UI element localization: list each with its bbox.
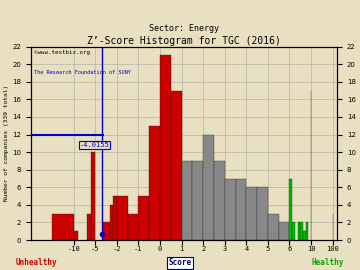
Y-axis label: Number of companies (339 total): Number of companies (339 total) <box>4 85 9 201</box>
Bar <box>160 55 171 240</box>
Text: Score: Score <box>168 258 192 267</box>
Bar <box>192 161 203 240</box>
Text: The Research Foundation of SUNY: The Research Foundation of SUNY <box>34 70 131 75</box>
Bar <box>300 222 303 240</box>
Bar <box>128 214 139 240</box>
Bar <box>235 178 246 240</box>
Bar <box>117 196 128 240</box>
Title: Z’-Score Histogram for TGC (2016): Z’-Score Histogram for TGC (2016) <box>87 36 281 46</box>
Bar <box>74 231 78 240</box>
Bar <box>91 152 95 240</box>
Text: -4.0155: -4.0155 <box>80 142 109 148</box>
Bar <box>289 178 292 240</box>
Bar <box>171 91 182 240</box>
Bar <box>257 187 268 240</box>
Text: Sector: Energy: Sector: Energy <box>149 24 219 33</box>
Bar <box>110 205 113 240</box>
Bar <box>303 231 306 240</box>
Bar <box>292 222 295 240</box>
Bar <box>203 134 214 240</box>
Text: Healthy: Healthy <box>311 258 344 267</box>
Text: ©www.textbiz.org: ©www.textbiz.org <box>34 50 90 56</box>
Bar <box>52 214 74 240</box>
Bar <box>279 222 289 240</box>
Bar <box>214 161 225 240</box>
Bar <box>268 214 279 240</box>
Bar <box>297 222 300 240</box>
Bar <box>139 196 149 240</box>
Bar <box>246 187 257 240</box>
Bar <box>182 161 192 240</box>
Text: Unhealthy: Unhealthy <box>15 258 57 267</box>
Bar <box>103 222 110 240</box>
Bar <box>225 178 235 240</box>
Bar <box>149 126 160 240</box>
Bar <box>306 222 308 240</box>
Bar <box>87 214 91 240</box>
Bar <box>113 196 117 240</box>
